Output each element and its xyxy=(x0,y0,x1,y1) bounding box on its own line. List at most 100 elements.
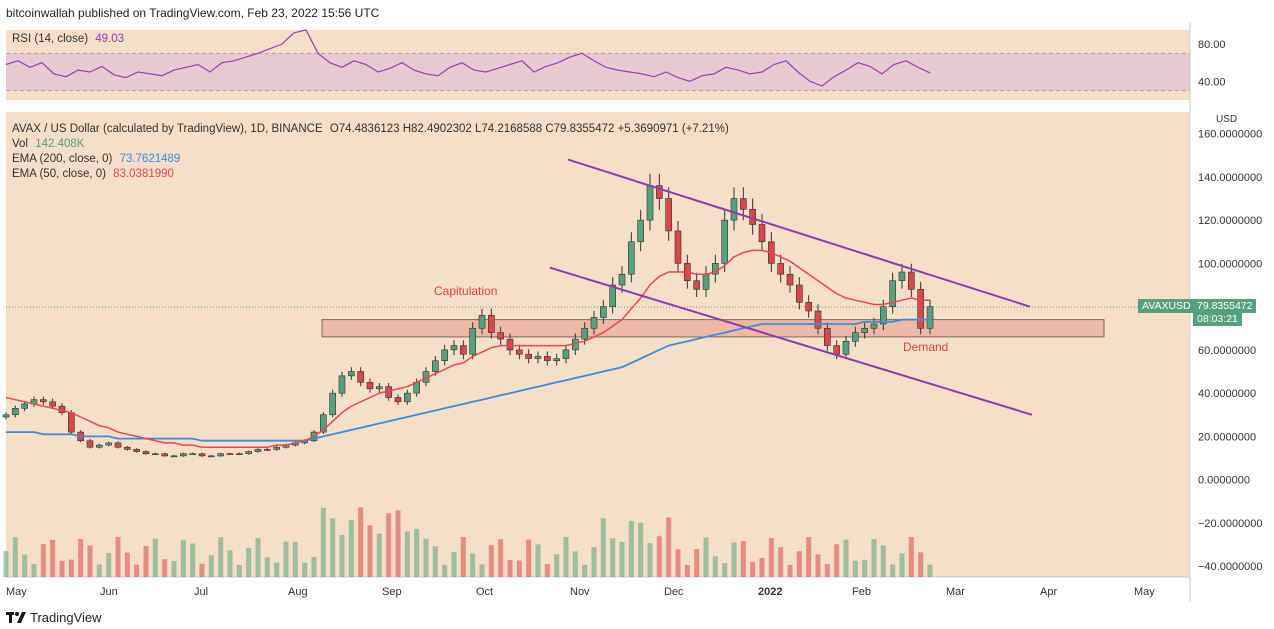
volume-bar xyxy=(675,549,681,577)
candle-body xyxy=(796,284,803,303)
candle-body xyxy=(609,284,616,307)
ohlc-values: O74.4836123 H82.4902302 L74.2168588 C79.… xyxy=(329,123,729,135)
candle-body xyxy=(404,392,411,403)
candle-body xyxy=(329,392,336,416)
volume-bar xyxy=(740,541,746,577)
volume-bar xyxy=(619,541,625,577)
candle-body xyxy=(712,263,719,275)
candle-body xyxy=(805,302,812,312)
price-tag-symbol: AVAXUSD xyxy=(1138,299,1195,313)
time-tick-label: Mar xyxy=(946,586,965,598)
volume-bar xyxy=(610,538,616,577)
volume-bar xyxy=(488,545,494,577)
volume-bar xyxy=(339,534,345,577)
volume-bar xyxy=(236,564,242,577)
volume-bar xyxy=(871,539,877,577)
volume-bar xyxy=(591,547,597,577)
candle-body xyxy=(833,345,840,355)
volume-bar xyxy=(367,525,373,577)
volume-bar xyxy=(656,536,662,577)
time-tick-label: May xyxy=(1134,586,1155,598)
volume-bar xyxy=(264,557,270,577)
rsi-legend: RSI (14, close) 49.03 xyxy=(12,32,124,47)
candle-body xyxy=(898,271,906,281)
candle-body xyxy=(114,442,122,448)
time-tick-label: Oct xyxy=(476,586,493,598)
rsi-tick-label: 40.00 xyxy=(1198,76,1226,88)
volume-bar xyxy=(180,540,186,577)
volume-bar xyxy=(274,562,280,577)
volume-bar xyxy=(78,538,84,577)
price-tick-label: −40.0000000 xyxy=(1198,561,1263,573)
volume-bar xyxy=(768,538,774,577)
price-tag-value: 79.8355472 xyxy=(1193,299,1257,313)
candle-body xyxy=(674,230,682,264)
chart-svg[interactable]: 80.00 40.00 160.0000000 140.0000000 120.0000… xyxy=(0,22,1274,607)
demand-annotation: Demand xyxy=(903,340,949,354)
tradingview-logo-icon xyxy=(6,611,26,623)
time-tick-label: Jun xyxy=(100,586,118,598)
ema50-line: EMA (50, close, 0) 83.0381990 xyxy=(12,167,729,182)
channel-lower-line xyxy=(549,266,1033,416)
volume-bar xyxy=(442,564,448,577)
volume-bar xyxy=(535,544,541,577)
volume-bar xyxy=(134,564,140,577)
candle-body xyxy=(320,414,327,433)
candle-body xyxy=(758,224,766,243)
candle-body xyxy=(534,356,542,359)
candle-body xyxy=(581,327,588,340)
candle-body xyxy=(254,449,262,452)
candle-body xyxy=(665,198,672,232)
candle-body xyxy=(656,185,663,199)
volume-bar xyxy=(50,539,56,577)
price-tick-label: 120.0000000 xyxy=(1198,215,1262,227)
volume-bar xyxy=(12,537,18,577)
time-tick-label: Aug xyxy=(288,586,308,598)
candle-body xyxy=(2,414,10,418)
price-tag-countdown: 08:03:21 xyxy=(1193,312,1242,326)
volume-bar xyxy=(843,539,849,577)
candle-body xyxy=(217,453,224,457)
volume-bar xyxy=(124,552,130,577)
ema50-line xyxy=(5,249,930,448)
candle-body xyxy=(49,401,56,407)
axis-unit-label: USD xyxy=(1216,114,1237,125)
candle-body xyxy=(432,360,439,372)
price-tick-label: 140.0000000 xyxy=(1198,172,1262,184)
volume-bar xyxy=(386,513,392,577)
volume-bar xyxy=(404,531,410,577)
time-tick-label: Feb xyxy=(852,586,871,598)
volume-bar xyxy=(218,537,224,577)
candle-body xyxy=(889,280,896,307)
volume-bar xyxy=(227,550,233,577)
candle-body xyxy=(469,327,476,355)
capitulation-annotation: Capitulation xyxy=(434,284,498,298)
volume-bar xyxy=(638,522,644,577)
volume-bar xyxy=(115,537,121,577)
price-tick-label: 40.0000000 xyxy=(1198,388,1256,400)
candle-body xyxy=(133,449,140,452)
volume-bar xyxy=(880,545,886,577)
candle-body xyxy=(917,289,924,329)
candle-body xyxy=(208,455,215,458)
candle-body xyxy=(637,219,644,243)
volume-bar xyxy=(311,557,317,577)
volume-bar xyxy=(3,551,9,577)
footer-brand[interactable]: TradingView xyxy=(6,610,102,625)
ema200-line xyxy=(6,318,930,442)
volume-bar xyxy=(395,510,401,577)
volume-bar xyxy=(516,560,522,577)
publisher-header: bitcoinwallah published on TradingView.c… xyxy=(6,6,380,20)
volume-bar xyxy=(647,543,653,577)
main-legend: AVAX / US Dollar (calculated by TradingV… xyxy=(12,122,729,182)
volume-bar xyxy=(22,554,28,577)
candle-body xyxy=(488,315,495,333)
symbol-title: AVAX / US Dollar (calculated by TradingV… xyxy=(12,123,323,135)
chart-area[interactable]: 80.00 40.00 160.0000000 140.0000000 120.0000… xyxy=(0,22,1274,607)
candle-body xyxy=(497,332,504,340)
candle-body xyxy=(786,273,794,286)
volume-bar xyxy=(414,528,420,577)
rsi-tick-label: 80.00 xyxy=(1198,39,1226,51)
volume-bar xyxy=(59,560,65,577)
candle-body xyxy=(842,340,850,355)
